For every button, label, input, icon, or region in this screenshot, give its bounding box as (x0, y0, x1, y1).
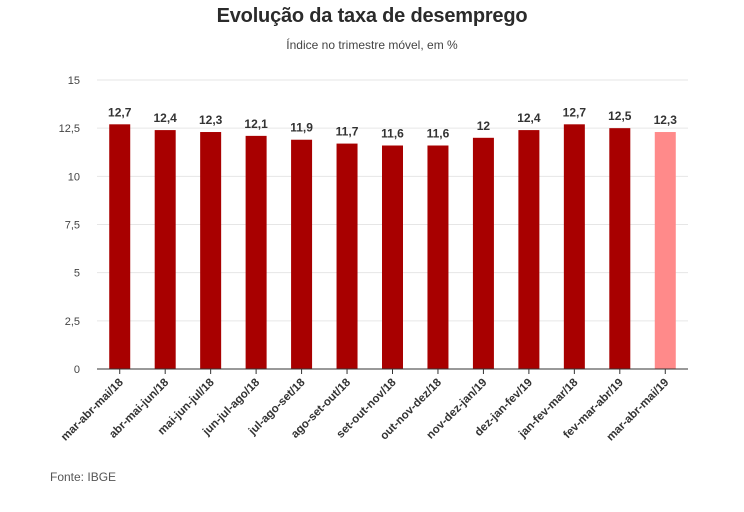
y-axis: 0 2,5 5 7,5 10 12,5 15 (59, 75, 80, 376)
data-label: 12,3 (199, 113, 223, 127)
bar (563, 124, 585, 370)
data-label: 11,6 (381, 127, 404, 141)
x-axis: mar-abr-mai/18abr-mai-jun/18mai-jun-jul/… (59, 368, 688, 443)
y-tick-label: 2,5 (65, 316, 80, 328)
data-labels: 12,7 12,4 12,3 12,1 11,9 11,7 11,6 11,6 12 12,4 12… (108, 105, 677, 140)
bar (200, 132, 222, 369)
y-tick-label: 0 (74, 364, 80, 376)
data-label: 12,7 (108, 105, 132, 119)
bar (654, 132, 676, 369)
data-label: 11,9 (290, 121, 313, 135)
bar (382, 145, 403, 369)
bar (427, 145, 449, 369)
data-label: 11,7 (336, 125, 359, 139)
bar (336, 143, 358, 369)
data-label: 11,6 (427, 127, 450, 141)
y-tick-label: 10 (68, 171, 80, 183)
data-label: 12,4 (517, 111, 541, 125)
bar (154, 130, 176, 369)
y-tick-label: 7,5 (65, 220, 80, 232)
chart-title: Evolução da taxa de desemprego (216, 5, 528, 27)
y-tick-label: 5 (74, 268, 80, 280)
source-note: Fonte: IBGE (50, 470, 117, 484)
y-tick-label: 15 (68, 75, 80, 87)
chart-subtitle: Índice no trimestre móvel, em % (286, 38, 458, 52)
data-label: 12 (477, 119, 491, 133)
bar (109, 124, 131, 370)
bars (109, 124, 676, 370)
bar (472, 137, 494, 369)
bar (245, 135, 267, 369)
bar (609, 128, 631, 369)
y-tick-label: 12,5 (59, 123, 80, 135)
data-label: 12,4 (154, 111, 178, 125)
data-label: 12,1 (244, 117, 268, 131)
data-label: 12,7 (563, 105, 587, 119)
data-label: 12,5 (608, 109, 632, 123)
bar (291, 139, 313, 369)
bar (518, 130, 540, 369)
data-label: 12,3 (654, 113, 678, 127)
